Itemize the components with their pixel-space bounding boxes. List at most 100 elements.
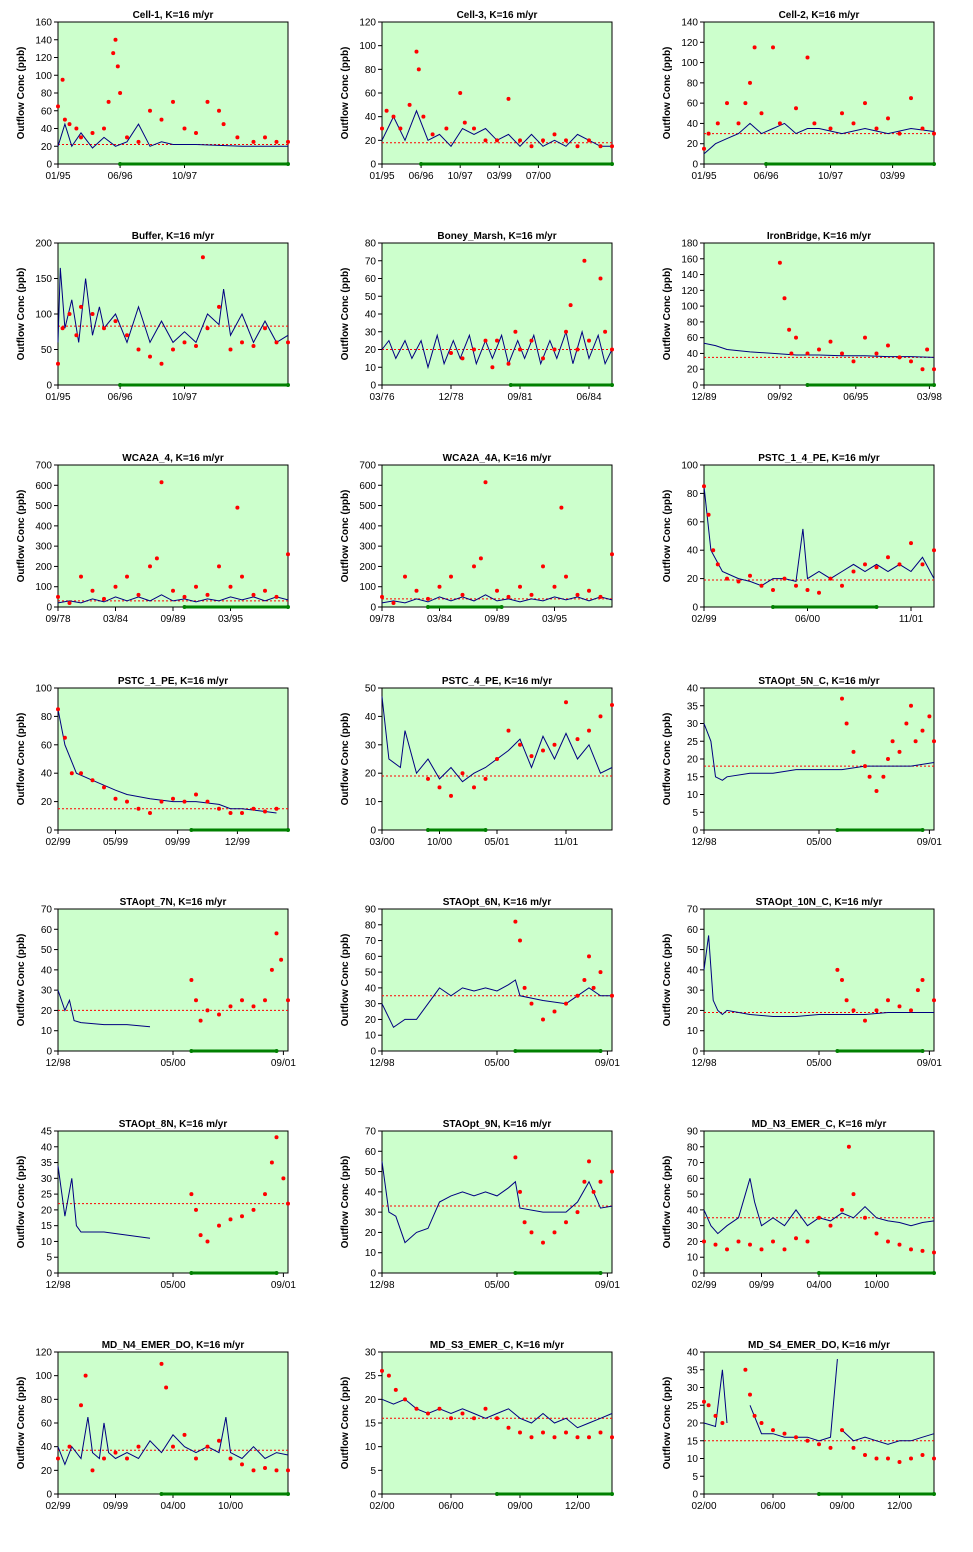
observed-point (194, 998, 198, 1003)
period-bar-start (764, 162, 769, 166)
observed-point (541, 564, 545, 569)
y-tick-label: 35 (41, 1158, 53, 1169)
plot-area (57, 1130, 289, 1274)
observed-point (79, 771, 83, 776)
chart-title: Buffer, K=16 m/yr (132, 231, 215, 242)
observed-point (113, 319, 118, 324)
observed-point (79, 574, 83, 579)
x-tick-label: 06/96 (108, 171, 133, 182)
y-tick-label: 40 (41, 1442, 53, 1453)
y-tick-label: 60 (365, 952, 377, 963)
observed-point (263, 1465, 267, 1470)
observed-point (817, 347, 821, 352)
observed-point (575, 1210, 580, 1215)
observed-point (702, 484, 706, 489)
x-tick-label: 09/01 (271, 1280, 296, 1291)
observed-point (582, 258, 587, 263)
observed-point (748, 1242, 752, 1247)
chart-title: STAOpt_5N_C, K=16 m/yr (758, 676, 879, 687)
observed-point (541, 356, 545, 361)
observed-point (575, 347, 580, 352)
y-tick-label: 100 (681, 302, 698, 313)
x-tick-label: 03/99 (880, 171, 905, 182)
observed-point (748, 573, 752, 578)
y-tick-label: 10 (41, 1237, 53, 1248)
y-axis-label: Outflow Conc (ppb) (16, 47, 27, 140)
plot-area (703, 687, 935, 831)
period-bar-start (419, 162, 424, 166)
observed-point (909, 541, 913, 546)
y-tick-label: 0 (692, 1047, 698, 1058)
x-tick-label: 06/00 (438, 1501, 463, 1512)
y-tick-label: 10 (41, 1026, 53, 1037)
observed-point (529, 754, 534, 759)
y-axis-label: Outflow Conc (ppb) (16, 1377, 27, 1470)
observed-point (932, 367, 936, 372)
y-tick-label: 20 (687, 574, 699, 585)
observed-point (897, 355, 902, 360)
y-tick-label: 15 (687, 772, 699, 783)
period-bar-end (483, 828, 488, 832)
period-bar-start (189, 1271, 194, 1275)
observed-point (522, 1220, 527, 1225)
x-tick-label: 05/00 (160, 1280, 185, 1291)
x-tick-label: 03/98 (917, 392, 942, 403)
observed-point (518, 347, 522, 352)
observed-point (430, 132, 435, 137)
observed-point (725, 101, 729, 106)
observed-point (598, 144, 603, 149)
observed-point (460, 592, 465, 597)
period-bar-start (771, 605, 775, 609)
observed-point (874, 1231, 879, 1236)
observed-point (286, 139, 290, 144)
y-tick-label: 60 (365, 89, 377, 100)
y-axis-label: Outflow Conc (ppb) (662, 713, 673, 806)
y-tick-label: 60 (41, 925, 53, 936)
observed-point (851, 1192, 856, 1197)
period-bar-end (932, 162, 936, 166)
y-tick-label: 10 (365, 1248, 377, 1259)
y-tick-label: 0 (692, 1490, 698, 1501)
observed-point (587, 1159, 591, 1164)
observed-point (909, 1008, 913, 1013)
y-axis-label: Outflow Conc (ppb) (662, 1156, 673, 1249)
observed-point (274, 1468, 279, 1473)
observed-point (828, 126, 833, 131)
x-tick-label: 12/78 (438, 392, 463, 403)
x-tick-label: 12/89 (691, 392, 716, 403)
observed-point (863, 764, 867, 769)
observed-point (874, 126, 879, 131)
observed-point (851, 121, 856, 126)
chart-panel: Cell-1, K=16 m/yr Outflow Conc (ppb) 0 20 40… (16, 10, 290, 182)
observed-point (513, 329, 518, 334)
x-tick-label: 10/00 (427, 837, 452, 848)
observed-point (286, 1468, 290, 1473)
y-tick-label: 0 (692, 160, 698, 171)
period-bar-end (286, 1492, 290, 1496)
y-tick-label: 15 (41, 1221, 53, 1232)
observed-point (587, 138, 591, 143)
observed-point (403, 574, 407, 579)
observed-point (886, 116, 890, 121)
observed-point (575, 993, 580, 998)
y-tick-label: 300 (359, 542, 376, 553)
y-tick-label: 30 (365, 1208, 377, 1219)
y-axis-label: Outflow Conc (ppb) (16, 934, 27, 1027)
y-tick-label: 700 (35, 461, 52, 472)
observed-point (205, 1239, 210, 1244)
observed-point (90, 1468, 95, 1473)
chart-title: PSTC_1_PE, K=16 m/yr (118, 676, 228, 687)
y-tick-label: 40 (687, 1205, 699, 1216)
y-tick-label: 20 (687, 365, 699, 376)
plot-area (381, 1351, 613, 1495)
x-tick-label: 09/99 (165, 837, 190, 848)
observed-point (805, 1438, 810, 1443)
observed-point (874, 1008, 879, 1013)
period-bar-start (805, 383, 810, 387)
y-tick-label: 120 (681, 38, 698, 49)
model-line (703, 935, 934, 1017)
